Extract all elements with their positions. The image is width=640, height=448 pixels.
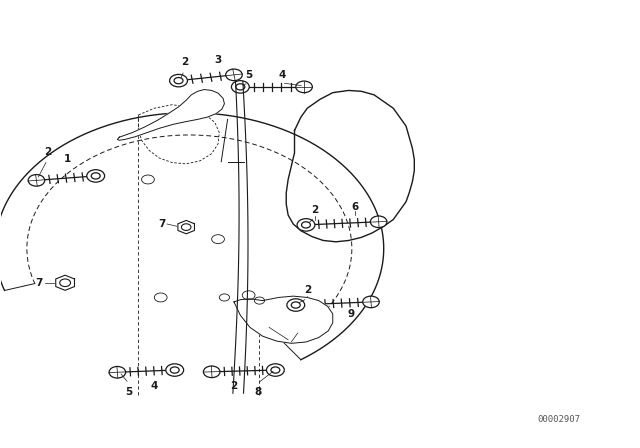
Polygon shape	[178, 220, 195, 234]
Text: 6: 6	[351, 202, 358, 211]
Circle shape	[87, 170, 104, 182]
Circle shape	[109, 366, 125, 378]
Text: 2: 2	[44, 147, 51, 157]
Circle shape	[363, 296, 380, 308]
Text: 2: 2	[180, 57, 188, 67]
Circle shape	[232, 81, 249, 93]
Circle shape	[287, 299, 305, 311]
Circle shape	[266, 364, 284, 376]
Polygon shape	[286, 90, 414, 242]
Text: 2: 2	[230, 381, 237, 391]
Text: 3: 3	[214, 55, 221, 65]
Polygon shape	[234, 296, 333, 343]
Circle shape	[296, 81, 312, 93]
Text: 2: 2	[303, 285, 311, 295]
Circle shape	[204, 366, 220, 378]
Circle shape	[371, 216, 387, 228]
Text: 7: 7	[159, 219, 166, 229]
Circle shape	[170, 74, 188, 87]
Polygon shape	[56, 275, 74, 290]
Text: 5: 5	[125, 387, 132, 396]
Polygon shape	[117, 90, 225, 140]
Text: 9: 9	[347, 310, 354, 319]
Circle shape	[166, 364, 184, 376]
Circle shape	[297, 219, 315, 231]
Text: 1: 1	[64, 155, 71, 164]
Text: 4: 4	[278, 70, 285, 80]
Text: 00002907: 00002907	[538, 415, 580, 424]
Text: 2: 2	[311, 205, 319, 215]
Text: 8: 8	[254, 387, 261, 396]
Text: 5: 5	[245, 70, 252, 80]
Text: 4: 4	[150, 381, 158, 391]
Text: 7: 7	[35, 278, 43, 288]
Circle shape	[28, 175, 45, 186]
Circle shape	[226, 69, 243, 81]
